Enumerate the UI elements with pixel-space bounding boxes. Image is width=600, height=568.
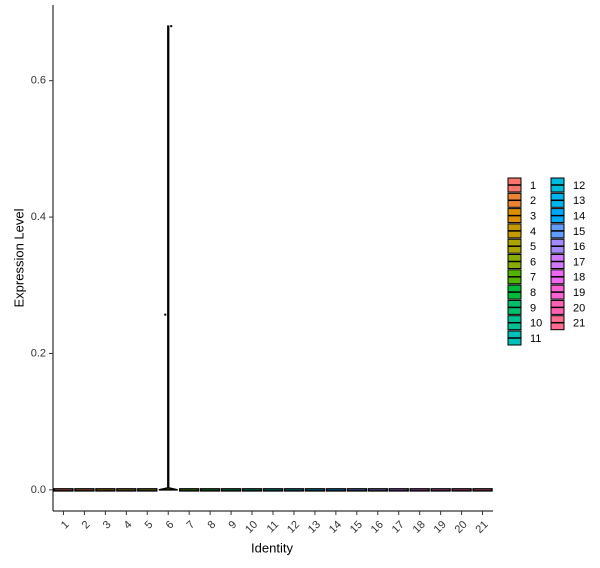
y-axis-title: Expression Level — [11, 208, 26, 307]
violin — [220, 488, 242, 492]
x-tick-label: 13 — [306, 519, 323, 536]
x-tick-label: 7 — [185, 519, 198, 532]
legend-label: 21 — [573, 318, 585, 330]
x-tick-label: 11 — [265, 519, 282, 536]
legend-label: 5 — [530, 241, 536, 253]
x-tick-label: 10 — [243, 519, 260, 536]
violin — [95, 488, 116, 492]
y-tick-label: 0.6 — [31, 75, 46, 87]
x-tick-label: 15 — [348, 519, 365, 536]
legend-label: 11 — [530, 333, 541, 345]
x-tick-label: 16 — [369, 519, 386, 536]
point — [164, 313, 167, 316]
x-tick-label: 3 — [101, 519, 114, 532]
x-tick-label: 18 — [411, 519, 428, 536]
legend-label: 16 — [573, 241, 585, 253]
x-tick-label: 4 — [122, 519, 135, 532]
legend-label: 4 — [530, 226, 536, 238]
y-tick-label: 0.2 — [31, 347, 46, 359]
x-tick-label: 19 — [432, 519, 449, 536]
violin — [325, 488, 347, 492]
x-tick-label: 2 — [80, 519, 93, 532]
violin — [304, 488, 326, 492]
violin — [409, 488, 430, 492]
x-axis-title: Identity — [251, 540, 293, 555]
legend-label: 12 — [573, 180, 585, 192]
violin — [74, 488, 95, 492]
violin — [158, 25, 178, 491]
legend-label: 1 — [530, 180, 536, 192]
violin — [116, 488, 137, 492]
legend-label: 14 — [573, 211, 585, 223]
x-tick-label: 8 — [206, 519, 219, 532]
x-tick-label: 6 — [164, 519, 177, 532]
legend-label: 17 — [573, 256, 585, 268]
point — [170, 25, 173, 28]
legend-label: 9 — [530, 302, 536, 314]
violin — [137, 488, 158, 492]
legend-label: 19 — [573, 287, 585, 299]
legend-label: 7 — [530, 272, 536, 284]
legend-label: 10 — [530, 318, 542, 330]
violin — [262, 488, 284, 492]
violin — [388, 488, 409, 492]
legend-label: 6 — [530, 256, 536, 268]
violin — [241, 488, 263, 492]
legend-label: 20 — [573, 302, 585, 314]
legend-label: 3 — [530, 211, 536, 223]
violin — [472, 488, 493, 492]
x-tick-label: 20 — [453, 519, 470, 536]
violin — [367, 488, 388, 492]
violin — [179, 488, 200, 492]
y-tick-label: 0.0 — [31, 484, 46, 496]
x-tick-label: 14 — [327, 519, 344, 536]
violin — [199, 488, 221, 492]
violin — [283, 488, 305, 492]
legend-label: 13 — [573, 195, 585, 207]
x-tick-label: 21 — [474, 519, 491, 536]
violin — [53, 488, 74, 492]
legend-label: 15 — [573, 226, 585, 238]
x-tick-label: 12 — [285, 519, 302, 536]
legend-label: 8 — [530, 287, 536, 299]
x-tick-label: 9 — [226, 519, 239, 532]
legend-label: 2 — [530, 195, 536, 207]
legend-label: 18 — [573, 272, 585, 284]
x-tick-label: 1 — [59, 519, 72, 532]
y-tick-label: 0.4 — [31, 211, 46, 223]
x-tick-label: 17 — [390, 519, 407, 536]
x-tick-label: 5 — [143, 519, 156, 532]
violin — [346, 488, 367, 492]
violin — [451, 488, 472, 492]
violin — [430, 488, 451, 492]
